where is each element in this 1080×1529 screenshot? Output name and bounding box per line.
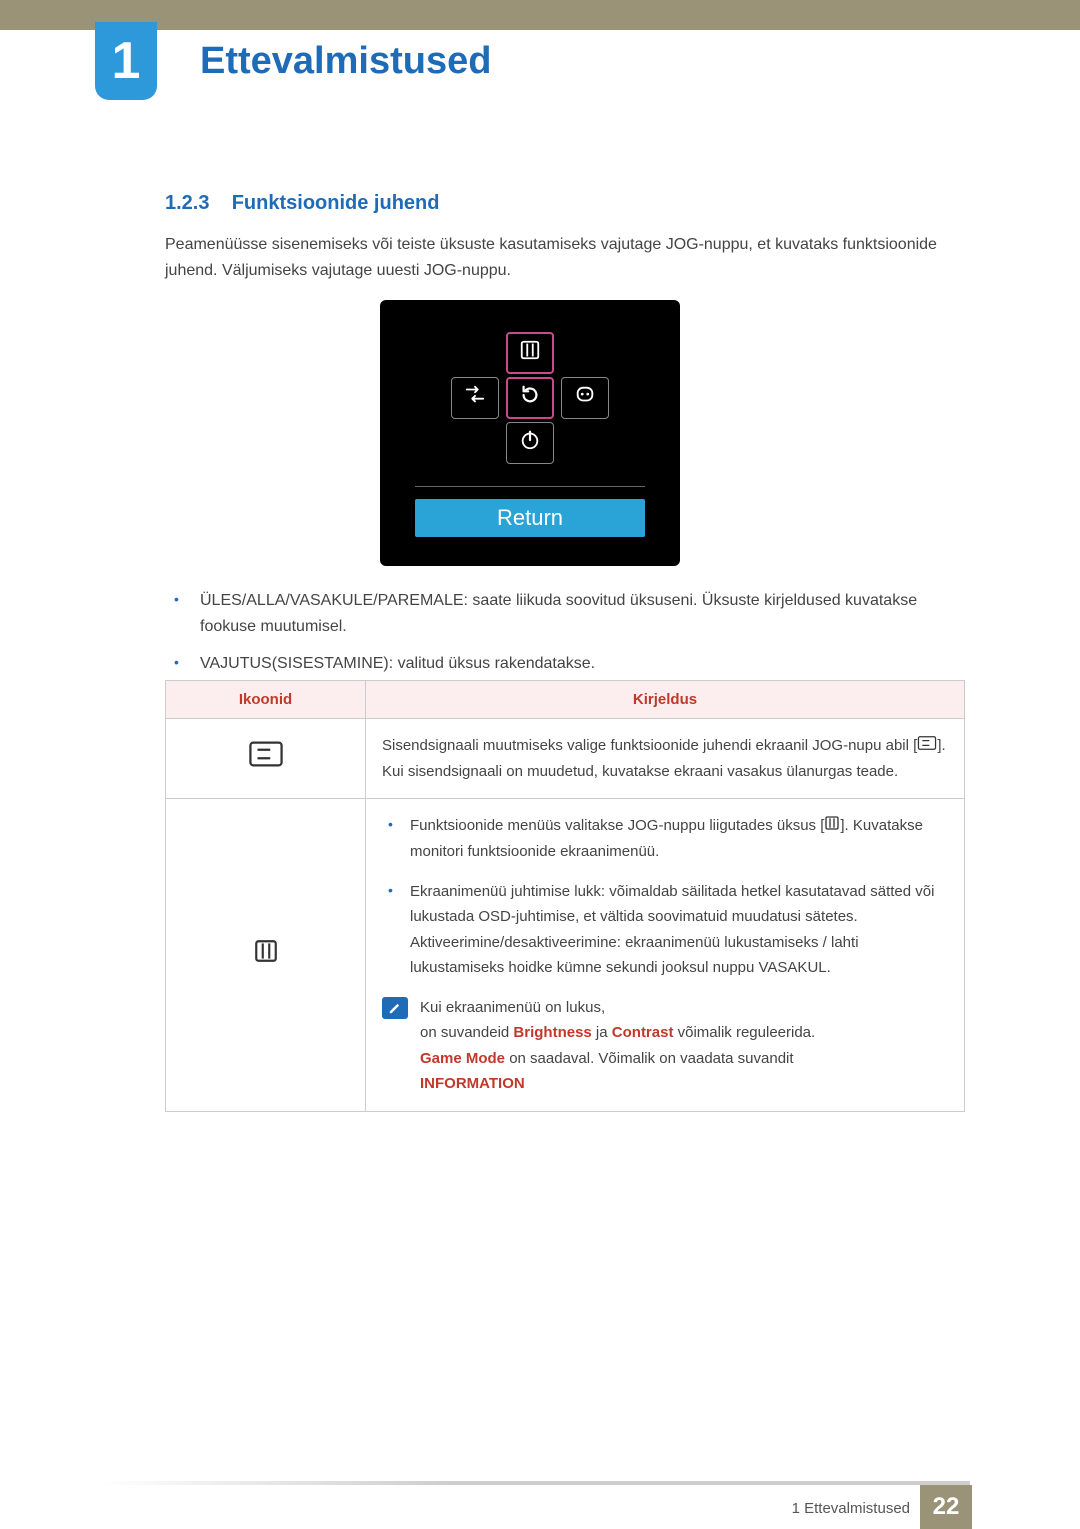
note-text: on suvandeid bbox=[420, 1024, 513, 1041]
icon-cell bbox=[166, 799, 366, 1111]
source-icon bbox=[917, 733, 937, 759]
osd-divider bbox=[415, 486, 645, 487]
intro-paragraph: Peamenüüsse sisenemiseks või teiste üksu… bbox=[165, 232, 965, 283]
th-icons: Ikoonid bbox=[166, 681, 366, 719]
menu-icon bbox=[519, 339, 541, 367]
instruction-item: VAJUTUS(SISESTAMINE): valitud üksus rake… bbox=[200, 651, 965, 677]
icon-cell bbox=[166, 719, 366, 799]
desc-cell: Sisendsignaali muutmiseks valige funktsi… bbox=[366, 719, 965, 799]
note-line2: on suvandeid Brightness ja Contrast võim… bbox=[420, 1020, 948, 1046]
footer-label: 1 Ettevalmistused bbox=[792, 1500, 910, 1517]
table-row: Funktsioonide menüüs valitakse JOG-nuppu… bbox=[166, 799, 965, 1111]
chapter-title: Ettevalmistused bbox=[200, 40, 491, 83]
note-line4: INFORMATION bbox=[420, 1071, 948, 1097]
osd-cell-top bbox=[506, 332, 554, 374]
page-number: 22 bbox=[920, 1485, 972, 1529]
note-block: Kui ekraanimenüü on lukus, on suvandeid … bbox=[382, 995, 948, 1097]
section-title-text: Funktsioonide juhend bbox=[232, 192, 440, 214]
source-icon bbox=[464, 384, 486, 412]
footer-rule bbox=[100, 1481, 970, 1485]
note-line3: Game Mode on saadaval. Võimalik on vaada… bbox=[420, 1046, 948, 1072]
source-icon bbox=[249, 754, 283, 771]
hl-contrast: Contrast bbox=[612, 1024, 674, 1041]
instruction-list: ÜLES/ALLA/VASAKULE/PAREMALE: saate liiku… bbox=[200, 588, 965, 689]
hl-brightness: Brightness bbox=[513, 1024, 591, 1041]
desc-cell: Funktsioonide menüüs valitakse JOG-nuppu… bbox=[366, 799, 965, 1111]
osd-mockup: Return bbox=[380, 300, 680, 566]
th-desc: Kirjeldus bbox=[366, 681, 965, 719]
hl-gamemode: Game Mode bbox=[420, 1050, 505, 1067]
note-icon bbox=[382, 997, 408, 1019]
section-heading: 1.2.3 Funktsioonide juhend bbox=[165, 192, 439, 215]
osd-return-bar: Return bbox=[415, 499, 645, 537]
row1-text-pre: Sisendsignaali muutmiseks valige funktsi… bbox=[382, 737, 917, 754]
row2-b1-pre: Funktsioonide menüüs valitakse JOG-nuppu… bbox=[410, 817, 824, 834]
desc-bullet-list: Funktsioonide menüüs valitakse JOG-nuppu… bbox=[382, 813, 948, 980]
section-number: 1.2.3 bbox=[165, 192, 209, 214]
note-text: on saadaval. Võimalik on vaadata suvandi… bbox=[505, 1050, 794, 1067]
icon-description-table: Ikoonid Kirjeldus Sisendsignaali muutmis… bbox=[165, 680, 965, 1112]
note-text: ja bbox=[592, 1024, 612, 1041]
power-icon bbox=[519, 429, 541, 457]
desc-bullet: Ekraanimenüü juhtimise lukk: võimaldab s… bbox=[382, 879, 948, 981]
menu-icon bbox=[249, 951, 283, 968]
osd-cell-center bbox=[506, 377, 554, 419]
desc-bullet: Funktsioonide menüüs valitakse JOG-nuppu… bbox=[382, 813, 948, 864]
chapter-number-tab: 1 bbox=[95, 22, 157, 100]
instruction-item: ÜLES/ALLA/VASAKULE/PAREMALE: saate liiku… bbox=[200, 588, 965, 639]
osd-cell-bottom bbox=[506, 422, 554, 464]
top-bar bbox=[0, 0, 1080, 30]
osd-cross bbox=[440, 332, 620, 462]
menu-icon bbox=[824, 814, 840, 840]
table-row: Sisendsignaali muutmiseks valige funktsi… bbox=[166, 719, 965, 799]
game-icon bbox=[574, 384, 596, 412]
osd-cell-right bbox=[561, 377, 609, 419]
note-line1: Kui ekraanimenüü on lukus, bbox=[420, 995, 948, 1021]
return-icon bbox=[519, 384, 541, 412]
hl-information: INFORMATION bbox=[420, 1075, 525, 1092]
osd-cell-left bbox=[451, 377, 499, 419]
note-text: võimalik reguleerida. bbox=[673, 1024, 815, 1041]
